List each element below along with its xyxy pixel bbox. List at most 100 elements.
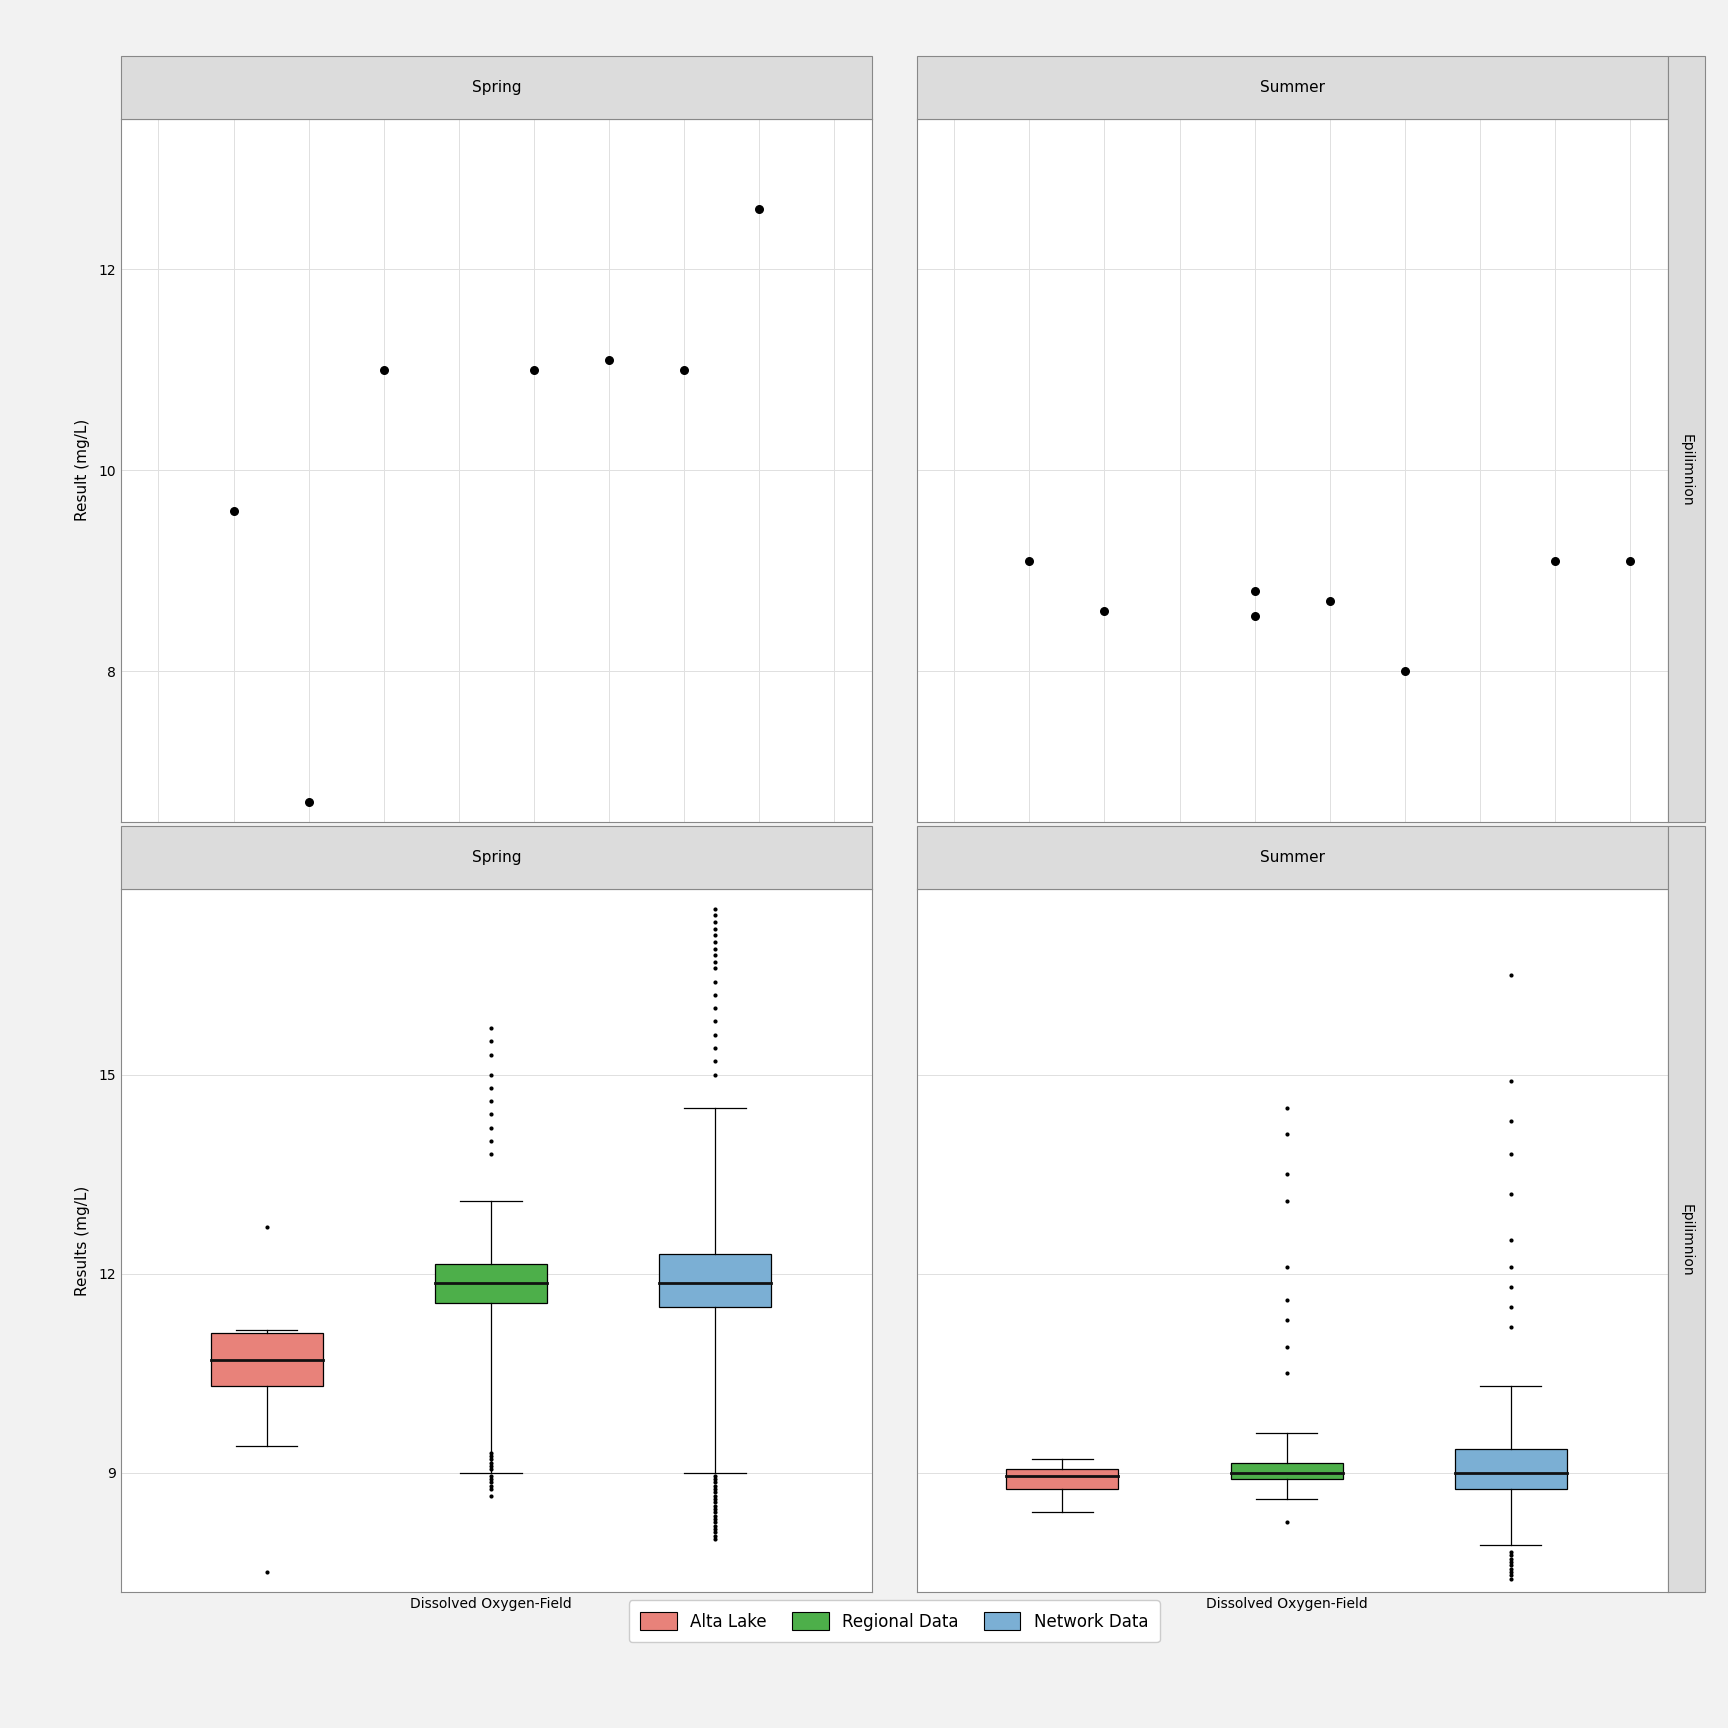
Point (1496, 1227, 1524, 1255)
Point (477, 1439, 505, 1467)
Point (1274, 1187, 1301, 1215)
Point (477, 1087, 505, 1115)
Point (702, 1061, 729, 1089)
Point (219, 496, 247, 524)
Point (1496, 1293, 1524, 1320)
Point (1274, 1286, 1301, 1313)
Point (1241, 601, 1268, 629)
Point (477, 1101, 505, 1128)
Point (702, 914, 729, 942)
Point (702, 1509, 729, 1536)
Bar (1006, 1469, 1118, 1490)
Point (477, 1075, 505, 1102)
Point (702, 1472, 729, 1500)
Point (1274, 1509, 1301, 1536)
Point (1274, 1120, 1301, 1147)
Point (477, 1127, 505, 1154)
Point (1496, 1545, 1524, 1572)
FancyBboxPatch shape (121, 55, 871, 119)
Point (1274, 1159, 1301, 1187)
Text: Summer: Summer (1260, 79, 1325, 95)
Point (520, 356, 548, 384)
Point (477, 1455, 505, 1483)
Point (702, 1483, 729, 1510)
Point (252, 1213, 280, 1241)
Point (477, 1115, 505, 1142)
Point (702, 928, 729, 956)
Point (702, 1519, 729, 1547)
Point (702, 1486, 729, 1514)
Bar (435, 1263, 546, 1303)
Text: Epilimnion: Epilimnion (1680, 1204, 1693, 1277)
Bar (1230, 1462, 1343, 1479)
Point (1496, 1562, 1524, 1590)
Point (1274, 1360, 1301, 1388)
Point (702, 982, 729, 1009)
Point (702, 1021, 729, 1049)
Point (702, 1479, 729, 1507)
Point (702, 1498, 729, 1526)
Point (702, 1469, 729, 1496)
Point (702, 1522, 729, 1550)
Point (1496, 1559, 1524, 1586)
Point (702, 902, 729, 930)
Point (1496, 1313, 1524, 1341)
Point (1496, 1068, 1524, 1096)
Point (477, 1452, 505, 1479)
Point (702, 994, 729, 1021)
Text: Dissolved Oxygen-Field: Dissolved Oxygen-Field (121, 86, 470, 112)
Point (702, 942, 729, 969)
Point (1496, 1253, 1524, 1280)
Point (477, 1469, 505, 1496)
Point (702, 1491, 729, 1519)
Point (477, 1448, 505, 1476)
Point (702, 1476, 729, 1503)
Point (702, 1047, 729, 1075)
Point (1274, 1253, 1301, 1280)
Point (1496, 1538, 1524, 1566)
Point (702, 1505, 729, 1533)
Point (477, 1476, 505, 1503)
Point (702, 954, 729, 982)
Point (702, 909, 729, 937)
Point (1496, 1541, 1524, 1569)
Point (295, 788, 323, 816)
Point (477, 1014, 505, 1042)
Point (1496, 1140, 1524, 1168)
Point (477, 1140, 505, 1168)
Point (702, 1526, 729, 1553)
Bar (1455, 1450, 1567, 1490)
Point (702, 1502, 729, 1529)
Point (1274, 1094, 1301, 1121)
Point (1496, 1108, 1524, 1135)
Point (702, 921, 729, 949)
Text: Summer: Summer (1260, 850, 1325, 864)
FancyBboxPatch shape (1668, 55, 1706, 823)
Point (1496, 1548, 1524, 1576)
Point (1541, 546, 1569, 574)
Point (477, 1462, 505, 1490)
Point (1496, 1566, 1524, 1593)
Point (1496, 1555, 1524, 1583)
Point (1315, 588, 1343, 615)
Point (477, 1483, 505, 1510)
Point (477, 1472, 505, 1500)
Point (670, 356, 698, 384)
Point (702, 1465, 729, 1493)
Point (702, 1033, 729, 1061)
Point (1496, 1552, 1524, 1579)
Point (477, 1465, 505, 1493)
Point (702, 968, 729, 995)
Text: Epilimnion: Epilimnion (1680, 434, 1693, 506)
Point (477, 1445, 505, 1472)
Point (477, 1028, 505, 1056)
Point (702, 1512, 729, 1540)
Point (370, 356, 397, 384)
Point (702, 1007, 729, 1035)
Text: Spring: Spring (472, 79, 522, 95)
Bar (211, 1334, 323, 1386)
FancyBboxPatch shape (1668, 826, 1706, 1591)
Point (1090, 598, 1118, 626)
Y-axis label: Results (mg/L): Results (mg/L) (74, 1185, 90, 1296)
Point (594, 346, 622, 373)
